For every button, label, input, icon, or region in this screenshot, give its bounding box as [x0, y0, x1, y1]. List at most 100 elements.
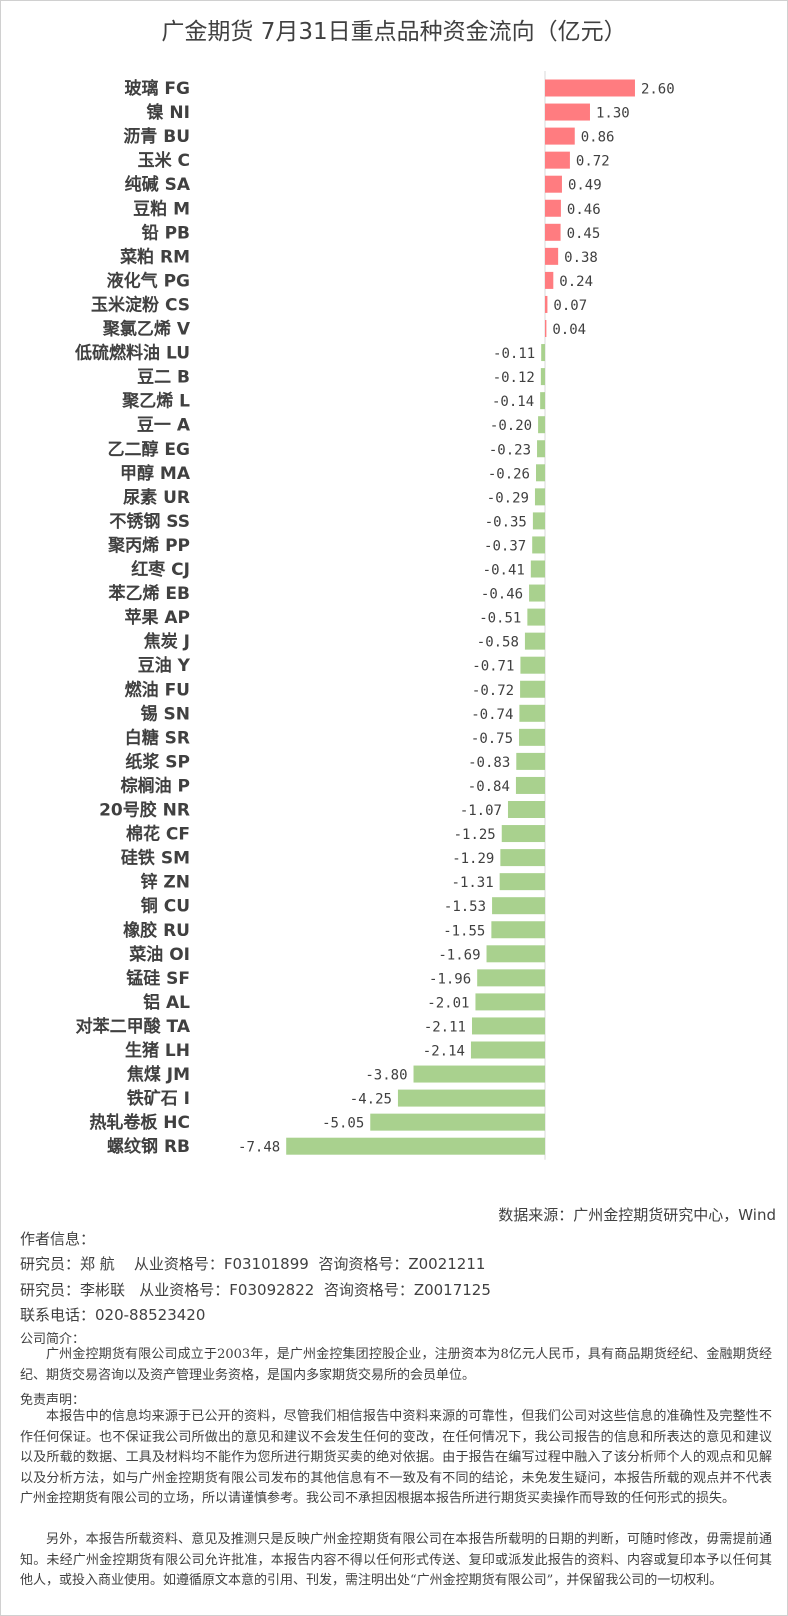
bar-1: [545, 103, 590, 121]
author-heading: 作者信息：: [20, 1230, 96, 1248]
data-label: -0.14: [492, 394, 534, 410]
bar-2: [545, 127, 575, 145]
data-label: 0.46: [567, 202, 601, 218]
bar-18: [532, 512, 545, 530]
data-label: -0.58: [477, 635, 519, 651]
data-label: -0.35: [485, 514, 527, 530]
category-label: 锌 ZN: [141, 872, 190, 893]
bar-25: [520, 680, 545, 698]
category-label: 棉花 CF: [126, 824, 190, 845]
data-label: -0.83: [468, 755, 510, 771]
category-label: 焦煤 JM: [126, 1064, 190, 1085]
bar-42: [397, 1089, 545, 1107]
category-label: 玉米淀粉 CS: [91, 294, 190, 315]
category-label: 棕榈油 P: [121, 775, 190, 796]
category-label: 玻璃 FG: [125, 78, 191, 99]
data-label: 1.30: [596, 106, 630, 122]
data-label: -2.01: [427, 995, 469, 1011]
data-label: 0.07: [553, 298, 587, 314]
category-label: 白糖 SR: [125, 727, 190, 748]
bar-39: [471, 1017, 545, 1035]
data-label: 0.04: [552, 322, 586, 338]
data-label: -3.80: [365, 1068, 407, 1084]
data-label: 0.38: [564, 250, 598, 266]
data-label: -1.69: [438, 947, 480, 963]
bar-23: [524, 632, 545, 650]
data-label: -1.96: [429, 971, 471, 987]
bar-28: [516, 752, 545, 770]
data-label: 2.60: [641, 82, 675, 98]
category-label: 乙二醇 EG: [108, 439, 191, 460]
data-label: -0.20: [490, 418, 532, 434]
bar-8: [545, 271, 554, 289]
bar-29: [515, 776, 545, 794]
data-label: -0.41: [483, 563, 525, 579]
category-label: 豆一 A: [137, 416, 191, 436]
bar-27: [519, 728, 545, 746]
category-label: 20号胶 NR: [99, 800, 190, 821]
data-label: 0.24: [559, 274, 593, 290]
bar-44: [286, 1137, 545, 1155]
category-label: 铜 CU: [141, 896, 190, 917]
data-label: -0.11: [493, 346, 535, 362]
bar-13: [540, 392, 545, 410]
bar-37: [477, 969, 545, 987]
data-label: -5.05: [322, 1116, 364, 1132]
category-label: 豆粕 M: [133, 198, 190, 219]
bar-43: [370, 1113, 545, 1131]
category-label: 聚氯乙烯 V: [102, 319, 191, 340]
data-label: -0.37: [484, 538, 526, 554]
category-label: 螺纹钢 RB: [107, 1136, 190, 1157]
data-label: -0.29: [487, 490, 529, 506]
category-label: 对苯二甲酸 TA: [76, 1016, 191, 1037]
category-label: 甲醇 MA: [120, 463, 191, 484]
data-label: -1.55: [443, 923, 485, 939]
data-label: -0.75: [471, 731, 513, 747]
bar-30: [507, 801, 545, 818]
data-label: -0.72: [472, 683, 514, 699]
bar-15: [537, 440, 545, 458]
category-label: 低硫燃料油 LU: [74, 343, 190, 364]
bar-11: [541, 344, 545, 362]
data-label: -1.31: [452, 875, 494, 891]
bar-6: [545, 223, 561, 241]
category-label: 生猪 LH: [125, 1040, 190, 1061]
bar-40: [470, 1041, 545, 1059]
category-label: 燃油 FU: [125, 679, 190, 700]
category-label: 液化气 PG: [107, 270, 190, 291]
chart-title: 广金期货 7月31日重点品种资金流向（亿元）: [161, 19, 627, 45]
data-source: 数据来源：广州金控期货研究中心，Wind: [498, 1206, 776, 1224]
bar-14: [538, 416, 545, 434]
bar-21: [529, 584, 545, 602]
bar-7: [545, 247, 559, 265]
data-label: -0.12: [493, 370, 535, 386]
bar-32: [500, 849, 545, 867]
data-label: -1.53: [444, 899, 486, 915]
data-label: 0.49: [568, 178, 602, 194]
category-label: 纸浆 SP: [125, 751, 190, 772]
data-label: -2.14: [423, 1044, 465, 1060]
bar-10: [545, 320, 547, 337]
category-label: 聚丙烯 PP: [107, 535, 190, 556]
data-label: -0.46: [481, 587, 523, 603]
category-label: 镍 NI: [147, 102, 190, 123]
bar-3: [545, 151, 570, 169]
data-label: 0.86: [581, 130, 615, 146]
category-label: 不锈钢 SS: [109, 511, 190, 532]
data-label: -0.23: [489, 442, 531, 458]
bar-12: [540, 368, 545, 386]
category-label: 硅铁 SM: [121, 848, 190, 869]
category-label: 铝 AL: [143, 992, 190, 1013]
category-label: 焦炭 J: [143, 631, 190, 652]
bar-5: [545, 199, 561, 217]
category-label: 热轧卷板 HC: [89, 1112, 190, 1133]
bar-chart: 2.60 玻璃 FG 1.30 镍 NI 0.86 沥青 BU 0.72 玉米 C 0.49 纯碱…: [74, 71, 675, 1160]
bar-19: [532, 536, 545, 554]
contact-phone: 联系电话：020-88523420: [20, 1306, 206, 1324]
data-label: 0.72: [576, 154, 610, 170]
category-label: 纯碱 SA: [125, 174, 191, 195]
company-intro: 广州金控期货有限公司成立于2003年，是广州金控集团控股企业，注册资本为8亿元人…: [20, 1347, 772, 1383]
data-label: -7.48: [238, 1140, 280, 1156]
bar-41: [413, 1065, 545, 1083]
bar-33: [499, 873, 545, 891]
